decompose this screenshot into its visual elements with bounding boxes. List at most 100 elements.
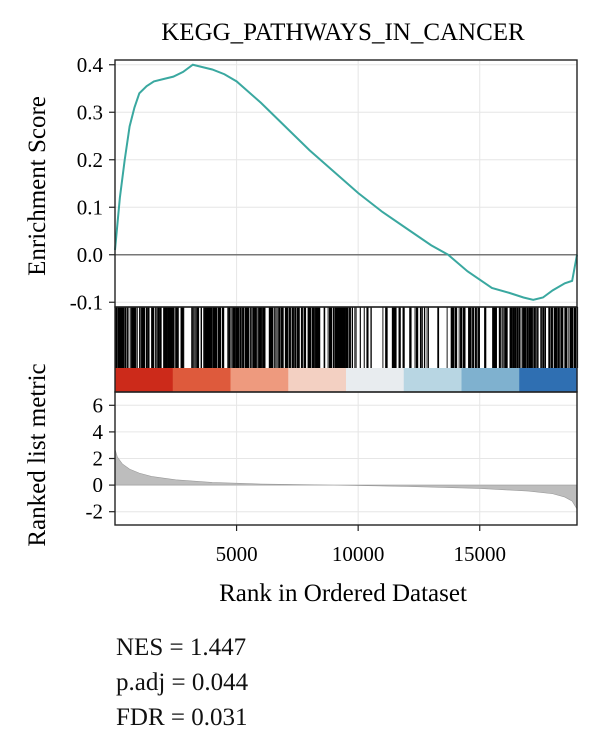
- gsea-plot: KEGG_PATHWAYS_IN_CANCER 0.4 0.3 0.2 0.1 0.0 -…: [24, 19, 579, 607]
- hit-bar: [120, 307, 123, 368]
- hit-bar: [529, 307, 532, 368]
- heat-cell: [461, 368, 520, 392]
- hit-bar: [298, 307, 300, 368]
- hit-bar: [116, 307, 118, 368]
- hit-bar: [228, 307, 231, 368]
- hit-bar: [215, 307, 218, 368]
- hit-bar: [386, 307, 388, 368]
- hit-bar: [398, 307, 401, 368]
- hit-bar: [282, 307, 284, 368]
- hit-bar: [532, 307, 534, 368]
- hit-bar: [330, 307, 333, 368]
- hit-bar: [268, 307, 272, 368]
- hit-bar: [498, 307, 501, 368]
- hit-bar: [509, 307, 512, 368]
- y-tick-label-enrichment: 0.3: [77, 100, 103, 124]
- hit-bar: [292, 307, 294, 368]
- hit-bar: [136, 307, 138, 368]
- hit-bar: [510, 307, 513, 368]
- hit-bar: [279, 307, 281, 368]
- hit-bar: [167, 307, 170, 368]
- hit-bar: [169, 307, 172, 368]
- hit-bar: [345, 307, 347, 368]
- hit-bar: [521, 307, 523, 368]
- hit-bar: [517, 307, 519, 368]
- hit-bar: [125, 307, 127, 368]
- hit-bar: [493, 307, 496, 368]
- hit-bar: [235, 307, 238, 368]
- hit-bar: [212, 307, 215, 368]
- hit-bar: [502, 307, 504, 368]
- hit-bar: [196, 307, 199, 368]
- hit-bar: [183, 307, 185, 368]
- hit-bar: [127, 307, 129, 368]
- hit-bar: [327, 307, 329, 368]
- hit-bar: [115, 307, 118, 368]
- hit-bar: [263, 307, 266, 368]
- heat-cell: [172, 368, 232, 392]
- hit-bar: [221, 307, 225, 368]
- fdr-value: FDR = 0.031: [116, 704, 248, 731]
- hit-bar: [203, 307, 205, 368]
- hit-bar: [276, 307, 278, 368]
- hit-bar: [155, 307, 157, 368]
- hit-bar: [141, 307, 145, 368]
- y-tick-label-ranked: -2: [86, 500, 104, 524]
- hit-bar: [271, 307, 274, 368]
- hit-bar: [470, 307, 472, 368]
- hit-bar: [207, 307, 210, 368]
- hit-bar: [314, 307, 316, 368]
- nes-value: NES = 1.447: [116, 634, 247, 661]
- y-tick-label-ranked: 6: [93, 393, 104, 417]
- hit-bar: [280, 307, 283, 368]
- hit-bar: [338, 307, 340, 368]
- x-axis-label: Rank in Ordered Dataset: [219, 580, 467, 607]
- hit-bar: [565, 307, 568, 368]
- hit-bar: [560, 307, 563, 368]
- hit-bar: [308, 307, 312, 368]
- heat-cell: [403, 368, 463, 392]
- hit-bar: [287, 307, 289, 368]
- x-tick-label: 10000: [332, 542, 385, 566]
- ranked-grid: [115, 392, 577, 525]
- hit-bar: [391, 307, 395, 368]
- x-tick-label: 5000: [216, 542, 258, 566]
- hit-bar: [342, 307, 345, 368]
- axis-ticks: 0.4 0.3 0.2 0.1 0.0 -0.1 6 4 20 -2 5000 10000 15000: [70, 53, 506, 566]
- y-tick-label-ranked: 0: [93, 473, 104, 497]
- hit-bar: [414, 307, 416, 368]
- hit-bar: [415, 307, 419, 368]
- hit-bar: [568, 307, 570, 368]
- y-tick-label-enrichment: 0.1: [77, 195, 103, 219]
- hit-bar: [171, 307, 173, 368]
- hit-bar: [175, 307, 178, 368]
- hit-bar: [492, 307, 495, 368]
- hit-bar: [147, 307, 149, 368]
- hit-bar: [328, 307, 332, 368]
- enrichment-line: [114, 63, 578, 301]
- hit-bar: [474, 307, 477, 368]
- hit-bar: [452, 307, 454, 368]
- hit-bar: [478, 307, 480, 368]
- hit-bar: [262, 307, 264, 368]
- chart-title: KEGG_PATHWAYS_IN_CANCER: [161, 19, 525, 46]
- hit-bar: [209, 307, 212, 368]
- hit-bar: [346, 307, 349, 368]
- y-tick-label-enrichment: 0.4: [77, 53, 104, 77]
- hit-bar: [469, 307, 472, 368]
- hit-bar: [385, 307, 387, 368]
- hit-bar: [258, 307, 260, 368]
- stats-block: NES = 1.447 p.adj = 0.044 FDR = 0.031: [116, 630, 248, 735]
- hit-bar: [200, 307, 202, 368]
- hit-bar: [250, 307, 252, 368]
- hit-bar: [359, 307, 361, 368]
- hit-bar: [157, 307, 160, 368]
- hit-bar: [131, 307, 134, 368]
- hit-bar: [513, 307, 515, 368]
- hit-bar: [366, 307, 369, 368]
- hit-bar: [312, 307, 315, 368]
- hit-bar: [143, 307, 146, 368]
- hit-bar: [554, 307, 558, 368]
- hit-bar: [548, 307, 551, 368]
- hit-bar: [232, 307, 235, 368]
